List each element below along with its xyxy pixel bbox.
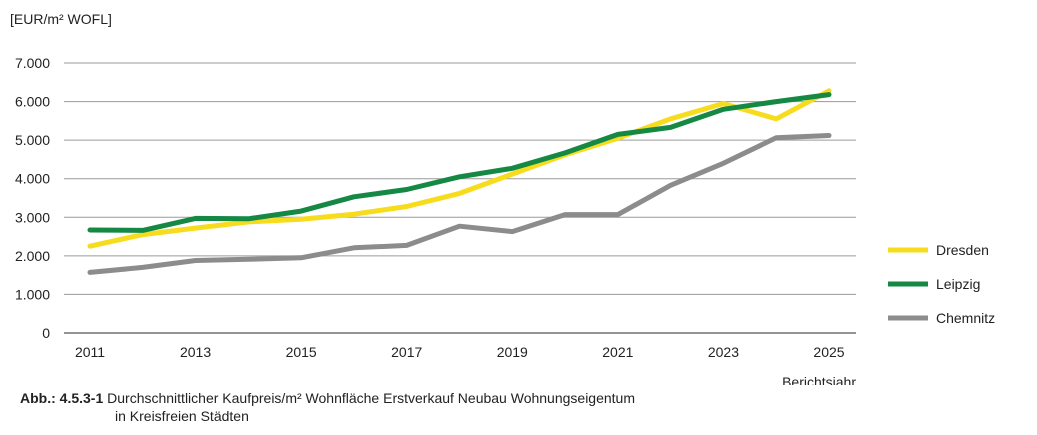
xtick-label: 2011 bbox=[75, 344, 105, 360]
ytick-label: 2.000 bbox=[15, 248, 50, 264]
axis-labels: 0 1.000 2.000 3.000 4.000 5.000 6.000 7.000 2011… bbox=[10, 11, 856, 385]
series-lines bbox=[87, 88, 832, 275]
ytick-label: 0 bbox=[42, 325, 50, 341]
series-line-chemnitz bbox=[87, 133, 832, 275]
caption-label: Abb.: 4.5.3-1 bbox=[20, 390, 104, 406]
series-line-dresden bbox=[87, 88, 832, 249]
xtick-label: 2025 bbox=[813, 344, 844, 360]
y-axis-title: [EUR/m² WOFL] bbox=[10, 11, 112, 27]
xtick-label: 2019 bbox=[497, 344, 528, 360]
xtick-label: 2015 bbox=[286, 344, 317, 360]
series-line-leipzig bbox=[87, 92, 832, 233]
xtick-label: 2021 bbox=[602, 344, 633, 360]
figure-caption: Abb.: 4.5.3-1 Durchschnittlicher Kaufpre… bbox=[20, 389, 780, 425]
caption-line1: Durchschnittlicher Kaufpreis/m² Wohnfläc… bbox=[107, 390, 635, 406]
legend-label-leipzig: Leipzig bbox=[936, 276, 980, 292]
line-chart: Dresden Leipzig Chemnitz 0 1.000 2.000 3.000 4… bbox=[10, 11, 995, 385]
ytick-label: 5.000 bbox=[15, 132, 50, 148]
xtick-label: 2017 bbox=[391, 344, 422, 360]
xtick-label: 2023 bbox=[708, 344, 739, 360]
xtick-label: 2013 bbox=[180, 344, 211, 360]
x-axis-title: Berichtsjahr bbox=[782, 374, 856, 385]
legend: Dresden Leipzig Chemnitz bbox=[888, 242, 995, 326]
caption-line2: in Kreisfreien Städten bbox=[115, 408, 249, 424]
legend-label-chemnitz: Chemnitz bbox=[936, 310, 995, 326]
ytick-label: 3.000 bbox=[15, 209, 50, 225]
ytick-label: 4.000 bbox=[15, 171, 50, 187]
ytick-label: 7.000 bbox=[15, 55, 50, 71]
legend-label-dresden: Dresden bbox=[936, 242, 989, 258]
ytick-label: 1.000 bbox=[15, 286, 50, 302]
ytick-label: 6.000 bbox=[15, 94, 50, 110]
